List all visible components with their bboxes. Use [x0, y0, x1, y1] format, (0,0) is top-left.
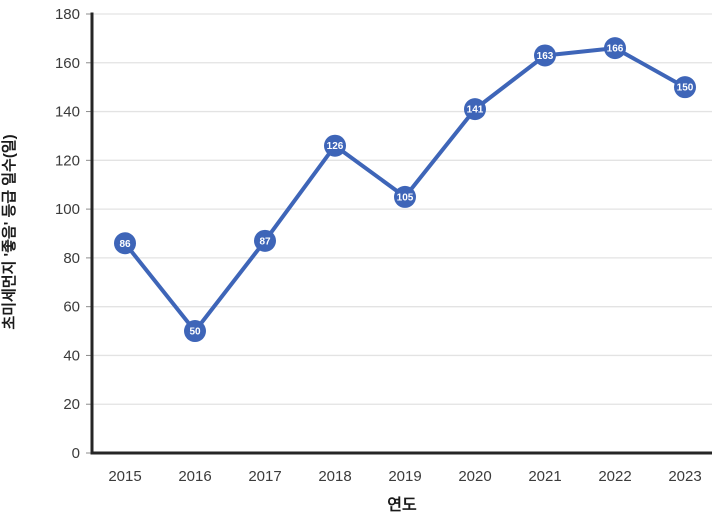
data-point-2022: [604, 37, 626, 60]
y-tick-label-40: 40: [63, 347, 80, 364]
data-point-2023: [674, 76, 696, 99]
data-label-2016: 50: [189, 327, 201, 338]
data-label-2020: 141: [467, 105, 484, 116]
x-tick-label-2022: 2022: [598, 468, 631, 485]
x-tick-label-2018: 2018: [318, 468, 351, 485]
x-tick-label-2019: 2019: [388, 468, 421, 485]
y-tick-label-180: 180: [55, 6, 80, 23]
y-tick-label-140: 140: [55, 104, 80, 121]
data-point-2017: [254, 229, 276, 252]
x-tick-label-2023: 2023: [668, 468, 701, 485]
data-points: 86 50 87 126 105 141 163 166 150: [114, 37, 696, 343]
y-gridlines: [93, 13, 712, 405]
y-tick-label-0: 0: [72, 445, 80, 462]
x-axis-title: 연도: [387, 496, 417, 514]
data-label-2015: 86: [119, 239, 131, 250]
x-tick-labels: 2015 2016 2017 2018 2019 2020 2021 2022 2023: [108, 468, 701, 485]
data-label-2017: 87: [259, 236, 271, 247]
data-point-2020: [464, 98, 486, 121]
x-tick-label-2021: 2021: [528, 468, 561, 485]
y-tick-label-160: 160: [55, 55, 80, 72]
data-label-2022: 166: [607, 44, 624, 55]
data-label-2019: 105: [397, 192, 414, 203]
y-tick-label-60: 60: [63, 299, 80, 316]
data-point-2021: [534, 44, 556, 67]
y-tick-labels: 0 20 40 60 80 100 120 140 160 180: [55, 6, 80, 462]
y-tick-label-80: 80: [63, 250, 80, 267]
y-tick-label-100: 100: [55, 201, 80, 218]
data-label-2018: 126: [327, 141, 344, 152]
data-point-2018: [324, 134, 346, 157]
data-label-2021: 163: [537, 51, 554, 62]
x-tick-label-2017: 2017: [248, 468, 281, 485]
x-tick-label-2016: 2016: [178, 468, 211, 485]
data-point-2015: [114, 232, 136, 255]
x-tick-label-2015: 2015: [108, 468, 141, 485]
y-tick-label-20: 20: [63, 396, 80, 413]
data-point-2019: [394, 185, 416, 208]
y-axis-title: 초미세먼지 '좋음' 등급 일수(일): [1, 134, 18, 329]
y-tick-label-120: 120: [55, 152, 80, 169]
data-label-2023: 150: [677, 83, 694, 94]
x-tick-label-2020: 2020: [458, 468, 491, 485]
data-point-2016: [184, 320, 206, 343]
